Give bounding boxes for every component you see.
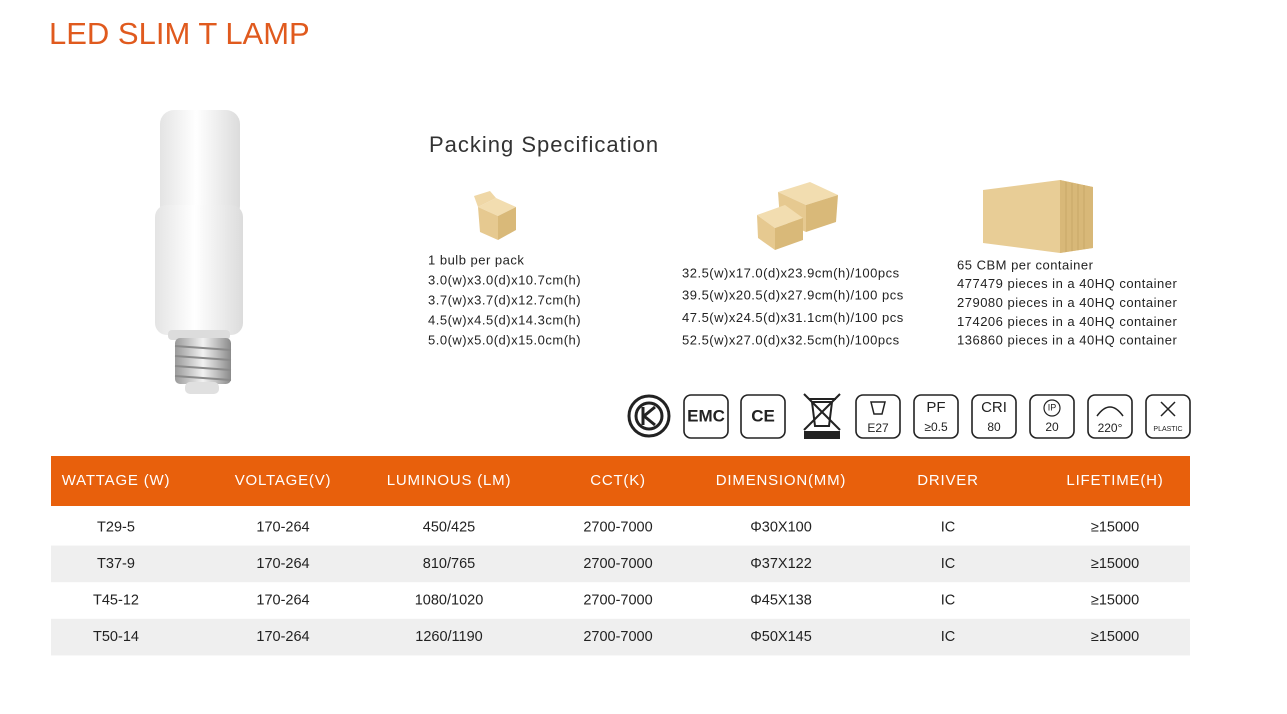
table-cell: T29-5 <box>97 519 135 535</box>
packing-line: 39.5(w)x20.5(d)x27.9cm(h)/100 pcs <box>682 288 904 303</box>
table-cell: Φ50X145 <box>750 629 812 645</box>
icon-frame <box>740 394 786 439</box>
icon-label: PLASTIC <box>1153 426 1182 433</box>
packing-title: Packing Specification <box>429 132 659 157</box>
table-header-cell: CCT(K) <box>590 472 646 489</box>
icon-frame <box>1029 394 1075 439</box>
table-cell: Φ30X100 <box>750 519 812 535</box>
table-cell: T37-9 <box>97 556 135 572</box>
packing-line: 477479 pieces in a 40HQ container <box>957 276 1177 291</box>
table-cell: ≥15000 <box>1091 519 1139 535</box>
icon-frame <box>913 394 959 439</box>
packing-line: 279080 pieces in a 40HQ container <box>957 295 1177 310</box>
table-header-cell: DIMENSION(MM) <box>716 472 846 489</box>
table-cell: ≥15000 <box>1091 556 1139 572</box>
table-cell: T50-14 <box>93 629 139 645</box>
lamp-image <box>155 110 243 394</box>
table-cell: IC <box>941 593 956 609</box>
table-header-cell: VOLTAGE(V) <box>235 472 332 489</box>
table-row-bg <box>51 545 1190 583</box>
icon-label: CE <box>751 406 775 425</box>
packing-line: 3.7(w)x3.7(d)x12.7cm(h) <box>428 292 581 307</box>
table-cell: Φ45X138 <box>750 593 812 609</box>
container-icon <box>983 180 1093 253</box>
packing-line: 1 bulb per pack <box>428 252 524 267</box>
icon-frame <box>1145 394 1191 439</box>
icon-frame <box>683 394 729 439</box>
table-cell: 170-264 <box>256 629 309 645</box>
table-cell: 170-264 <box>256 593 309 609</box>
icon-label: PF <box>926 399 945 416</box>
table-cell: 2700-7000 <box>583 593 652 609</box>
table-cell: 810/765 <box>423 556 475 572</box>
icon-label: E27 <box>867 421 889 435</box>
table-cell: IC <box>941 556 956 572</box>
icon-label: ≥0.5 <box>924 420 948 434</box>
icon-symbol <box>870 401 886 415</box>
table-cell: 2700-7000 <box>583 519 652 535</box>
table-cell: ≥15000 <box>1091 593 1139 609</box>
table-header-cell: WATTAGE (W) <box>62 472 171 489</box>
table-row-bg <box>51 618 1190 656</box>
icon-symbol <box>1096 406 1124 417</box>
table-cell: IC <box>941 519 956 535</box>
icon-frame <box>971 394 1017 439</box>
packing-line: 136860 pieces in a 40HQ container <box>957 333 1177 348</box>
packing-line: 5.0(w)x5.0(d)x15.0cm(h) <box>428 332 581 347</box>
table-header-bg <box>51 456 1190 506</box>
packing-line: 3.0(w)x3.0(d)x10.7cm(h) <box>428 272 581 287</box>
table-cell: 170-264 <box>256 519 309 535</box>
icon-label: 220° <box>1098 421 1123 435</box>
icon-label: 80 <box>987 420 1001 434</box>
packing-line: 4.5(w)x4.5(d)x14.3cm(h) <box>428 312 581 327</box>
icon-frame <box>855 394 901 439</box>
boxes-icon <box>757 182 838 250</box>
table-cell: 1080/1020 <box>415 593 484 609</box>
table-cell: ≥15000 <box>1091 629 1139 645</box>
table-cell: 450/425 <box>423 519 475 535</box>
page-title: LED SLIM T LAMP <box>49 16 310 51</box>
icon-label: IP <box>1048 402 1057 412</box>
table-cell: Φ37X122 <box>750 556 812 572</box>
table-header-cell: LUMINOUS (LM) <box>387 472 512 489</box>
icon-frame <box>1087 394 1133 439</box>
table-cell: 2700-7000 <box>583 556 652 572</box>
table-header-cell: LIFETIME(H) <box>1066 472 1163 489</box>
table-cell: 170-264 <box>256 556 309 572</box>
weee-icon <box>803 393 841 439</box>
icon-label: 20 <box>1045 420 1059 434</box>
box-icon <box>474 191 516 240</box>
icon-symbol <box>1160 401 1176 417</box>
packing-line: 47.5(w)x24.5(d)x31.1cm(h)/100 pcs <box>682 310 904 325</box>
table-cell: IC <box>941 629 956 645</box>
table-cell: T45-12 <box>93 593 139 609</box>
table-cell: 1260/1190 <box>415 629 482 645</box>
icon-circle <box>1043 399 1061 417</box>
icon-label: CRI <box>981 399 1007 416</box>
packing-line: 52.5(w)x27.0(d)x32.5cm(h)/100pcs <box>682 332 900 347</box>
kc-icon <box>627 394 671 438</box>
packing-line: 65 CBM per container <box>957 257 1094 272</box>
icon-label: EMC <box>687 406 725 425</box>
table-cell: 2700-7000 <box>583 629 652 645</box>
packing-line: 32.5(w)x17.0(d)x23.9cm(h)/100pcs <box>682 265 900 280</box>
table-header-cell: DRIVER <box>917 472 978 489</box>
packing-line: 174206 pieces in a 40HQ container <box>957 314 1177 329</box>
